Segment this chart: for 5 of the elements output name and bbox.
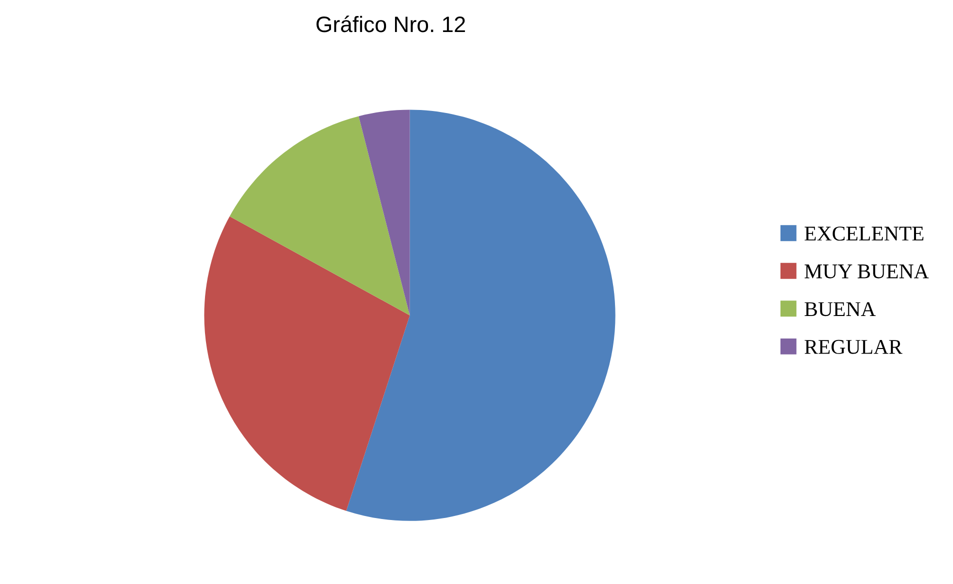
legend-label: BUENA bbox=[804, 302, 876, 316]
legend-label: REGULAR bbox=[804, 340, 902, 354]
chart-title: Gráfico Nro. 12 bbox=[316, 16, 465, 32]
legend-label: EXCELENTE bbox=[804, 226, 924, 241]
legend-label: MUY BUENA bbox=[804, 264, 929, 278]
